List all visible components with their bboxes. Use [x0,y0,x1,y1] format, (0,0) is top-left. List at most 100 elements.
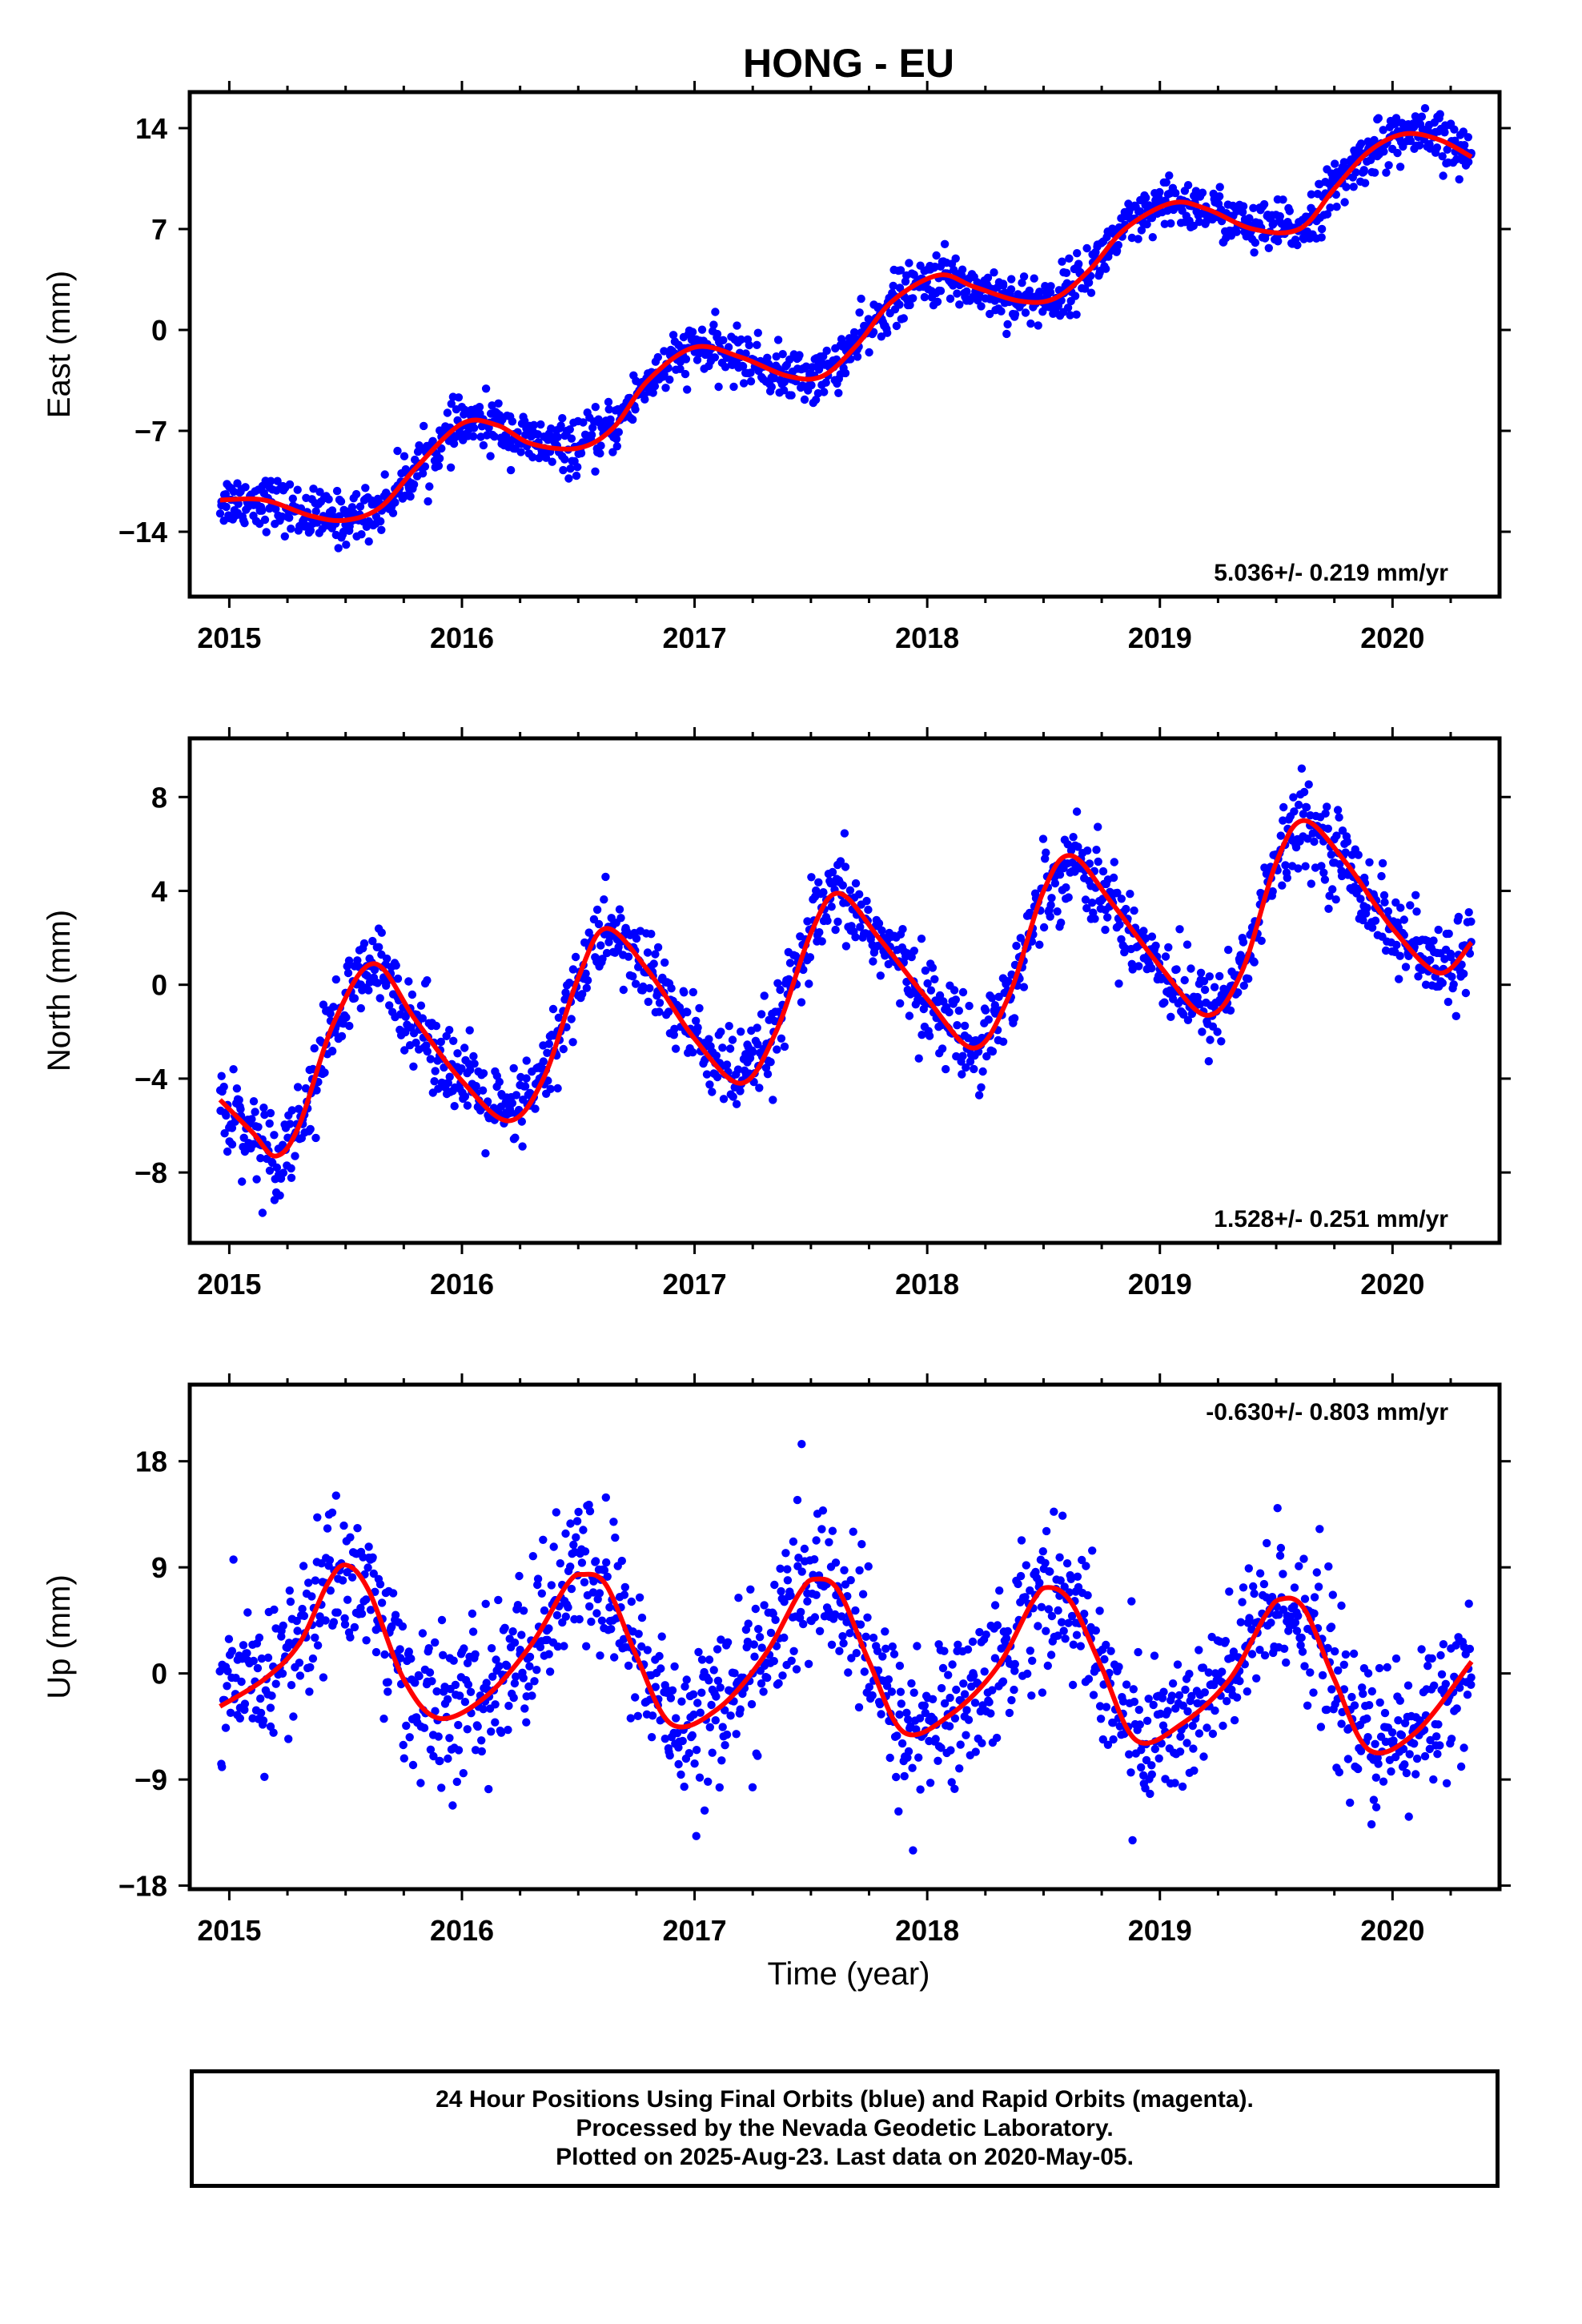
x-tick-label: 2018 [895,1914,959,1947]
data-point [312,1086,321,1095]
data-point [429,1751,438,1761]
data-point [454,393,464,402]
data-point [509,1063,518,1073]
data-point [917,935,926,943]
data-point [1198,1027,1207,1036]
data-point [1359,166,1368,175]
y-axis-label: Up (mm) [42,1574,77,1699]
data-point [1275,211,1285,221]
data-point [1304,780,1313,789]
data-point [567,1584,576,1594]
data-point [307,1592,316,1601]
data-point [952,1051,961,1061]
data-point [490,432,499,441]
data-point [804,1659,813,1668]
x-tick-label: 2016 [430,1914,494,1947]
data-point [1245,1614,1254,1622]
data-point [946,1746,955,1755]
data-point [522,1718,531,1727]
data-point [400,1046,409,1055]
data-point [295,1671,305,1680]
data-point [717,1756,726,1765]
data-point [1444,929,1453,939]
data-point [1346,1798,1355,1807]
data-point [431,1638,440,1647]
data-point [831,1558,841,1567]
data-point [1412,1754,1422,1763]
data-point [357,530,366,539]
data-point [329,1618,339,1626]
data-point [515,1571,524,1581]
x-tick-label: 2016 [430,621,494,654]
data-point [713,1645,722,1654]
data-point [1325,891,1334,900]
data-point [305,1687,314,1696]
data-point [332,486,342,496]
data-point [479,1705,488,1714]
data-point [1239,202,1248,211]
data-point [1183,1015,1193,1025]
data-point [884,1675,893,1684]
data-point [725,1022,733,1031]
data-point [415,1671,424,1681]
data-point [591,467,600,476]
panel-north: −8 −4 0 4 8 2015 2016 2017 2018 2019 2020 North (mm… [42,727,1511,1301]
data-point [583,976,592,985]
data-point [1323,1643,1332,1653]
data-point [560,455,569,464]
data-point [1460,969,1468,979]
data-point [1420,104,1430,113]
data-point [278,1669,287,1678]
data-point [787,391,796,400]
data-point [697,1688,706,1697]
data-point [1426,1735,1435,1745]
data-point [267,1691,276,1700]
data-point [1406,136,1415,146]
data-point [1069,833,1078,842]
data-point [1042,1626,1050,1635]
data-point [841,368,850,378]
data-point [353,956,362,965]
data-point [229,1065,238,1074]
data-point [1441,1679,1451,1688]
x-tick-label: 2019 [1128,1914,1192,1947]
data-point [575,1614,584,1624]
data-point [926,1779,935,1787]
data-point [954,1006,964,1015]
data-point [1210,983,1219,991]
data-point [456,1691,464,1700]
data-point [340,1614,349,1623]
data-point [1147,963,1156,973]
data-point [665,1751,674,1760]
data-point [1183,1707,1192,1716]
data-point [1167,1691,1177,1700]
data-point [619,1634,628,1643]
data-point [1035,1578,1044,1587]
data-point [1039,923,1049,932]
data-point [789,1647,798,1655]
data-point [881,951,889,960]
data-point [488,1672,497,1681]
data-point [815,928,824,937]
data-point [408,1760,418,1770]
data-point [1427,1654,1436,1663]
data-point [220,1129,229,1138]
data-point [471,1650,480,1659]
data-point [844,1668,853,1677]
data-point [350,1622,359,1632]
data-point [793,1495,802,1505]
data-point [1438,152,1447,161]
data-point [933,297,942,306]
data-point [1211,1706,1219,1715]
data-point [601,872,610,882]
data-point [748,1783,757,1791]
data-point [749,1640,758,1649]
data-point [847,1654,856,1663]
data-point [567,434,576,443]
data-point [800,1544,809,1554]
data-point [364,1542,373,1551]
data-point [270,1131,279,1140]
data-point [1425,1744,1435,1754]
data-point [1137,226,1146,235]
data-point [1095,1702,1105,1711]
